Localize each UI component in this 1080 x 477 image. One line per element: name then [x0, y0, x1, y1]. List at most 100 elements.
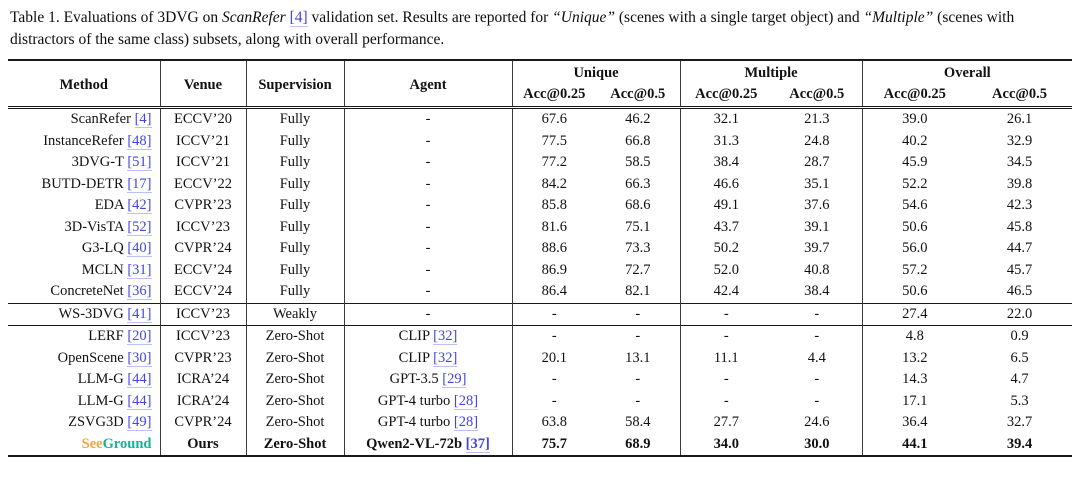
method-name: 3D-VisTA: [64, 218, 124, 235]
citation-link[interactable]: [44]: [127, 392, 152, 410]
citation-link[interactable]: [51]: [127, 154, 152, 172]
citation-link[interactable]: [36]: [127, 283, 152, 301]
citation-link[interactable]: [49]: [127, 414, 152, 432]
accuracy-value: 75.1: [596, 216, 681, 239]
citation-link[interactable]: [20]: [127, 328, 152, 346]
citation-link[interactable]: [31]: [127, 261, 152, 279]
accuracy-value: -: [596, 390, 681, 413]
accuracy-value: 13.2: [902, 349, 928, 366]
agent-cell: -: [344, 130, 513, 153]
accuracy-value: 52.2: [902, 175, 928, 192]
accuracy-value: 27.7: [713, 414, 739, 431]
accuracy-value: 38.4: [713, 154, 739, 171]
table-row: LLM-G [44] ICRA’24 Zero-Shot GPT-3.5 [29] - -…: [8, 369, 1072, 391]
header-group-row: Method Venue Supervision Agent Unique Mu…: [8, 60, 1072, 110]
venue-cell: ICCV’21: [160, 152, 247, 174]
citation-link[interactable]: [29]: [442, 371, 467, 389]
citation-link[interactable]: [48]: [127, 132, 152, 150]
accuracy-value: -: [772, 390, 863, 413]
citation-link[interactable]: [42]: [127, 197, 152, 215]
caption-text: Table 1. Evaluations of 3DVG on: [10, 9, 222, 26]
method-cell: LLM-G [44]: [8, 369, 161, 391]
citation-link[interactable]: [17]: [127, 175, 152, 193]
venue-cell: CVPR’23: [160, 195, 247, 217]
agent-cell: -: [344, 152, 513, 174]
accuracy-value: 49.1: [713, 197, 739, 214]
accuracy-value: 39.8: [1006, 175, 1033, 192]
table-row: ZSVG3D [49] CVPR’24 Zero-Shot GPT-4 turbo […: [8, 412, 1072, 434]
accuracy-value: -: [551, 392, 557, 409]
method-cell: ZSVG3D [49]: [8, 412, 161, 434]
accuracy-value: 72.7: [596, 259, 681, 282]
citation-link[interactable]: [30]: [127, 349, 152, 367]
citation-link[interactable]: [40]: [127, 240, 152, 258]
citation-link[interactable]: [44]: [127, 371, 152, 389]
table-caption: Table 1. Evaluations of 3DVG on ScanRefe…: [10, 7, 1070, 50]
accuracy-value: 88.6: [541, 240, 567, 257]
accuracy-value: 40.8: [772, 259, 863, 282]
venue-cell: ICCV’21: [160, 130, 247, 153]
accuracy-value: 14.3: [902, 371, 928, 388]
method-cell: InstanceRefer [48]: [8, 130, 161, 153]
supervision-label: Zero-Shot: [265, 414, 325, 431]
caption-text: validation set. Results are reported for: [307, 9, 553, 26]
method-name: MCLN: [81, 261, 124, 278]
accuracy-value: 39.4: [1006, 435, 1033, 452]
table-row: OpenScene [30] CVPR’23 Zero-Shot CLIP [32] 2…: [8, 347, 1072, 370]
supervision-cell: Zero-Shot: [246, 369, 345, 391]
method-name: WS-3DVG: [58, 305, 124, 322]
accuracy-value: 50.2: [713, 240, 739, 257]
supervision-label: Fully: [279, 132, 311, 149]
citation-link[interactable]: [32]: [433, 328, 458, 346]
table-row: 3DVG-T [51] ICCV’21 Fully - 77.2 58.5 38.4 28.7…: [8, 152, 1072, 174]
accuracy-value: -: [551, 371, 557, 388]
accuracy-value: -: [772, 369, 863, 391]
accuracy-value: 63.8: [541, 414, 567, 431]
accuracy-value: 54.6: [902, 197, 928, 214]
venue-label: CVPR’24: [174, 414, 232, 431]
agent-cell: -: [344, 281, 513, 304]
supervision-cell: Fully: [246, 130, 345, 153]
supervision-label: Fully: [279, 154, 311, 171]
accuracy-value: 24.8: [772, 130, 863, 153]
sub-header-acc25: Acc@0.25: [512, 83, 596, 110]
accuracy-value: 67.6: [541, 111, 567, 128]
accuracy-value: 42.4: [713, 283, 739, 300]
accuracy-value: 28.7: [772, 152, 863, 174]
agent-label: GPT-4 turbo: [377, 392, 451, 409]
method-name: G3-LQ: [81, 240, 124, 257]
accuracy-value: -: [772, 325, 863, 348]
supervision-cell: Zero-Shot: [246, 412, 345, 434]
supervision-label: Fully: [279, 261, 311, 278]
citation-link[interactable]: [4]: [134, 111, 152, 129]
supervision-cell: Fully: [246, 173, 345, 196]
citation-link[interactable]: [41]: [127, 305, 152, 323]
table-header: Method Venue Supervision Agent Unique Mu…: [8, 60, 1073, 110]
accuracy-value: 40.2: [902, 132, 928, 149]
agent-cell: GPT-4 turbo [28]: [344, 412, 513, 434]
citation-link[interactable]: [52]: [127, 218, 152, 236]
venue-cell: Ours: [160, 433, 247, 457]
accuracy-value: -: [723, 371, 729, 388]
citation-link[interactable]: [32]: [433, 349, 458, 367]
agent-label: -: [425, 175, 431, 192]
accuracy-value: -: [723, 392, 729, 409]
accuracy-value: 46.2: [596, 107, 681, 131]
citation-link[interactable]: [4]: [289, 9, 308, 27]
method-cell: LLM-G [44]: [8, 390, 161, 413]
venue-label: CVPR’23: [174, 197, 232, 214]
citation-link[interactable]: [37]: [465, 435, 490, 453]
agent-label: -: [425, 261, 431, 278]
accuracy-value: 26.1: [1006, 111, 1033, 128]
accuracy-value: 30.0: [772, 433, 863, 457]
caption-text: [286, 9, 290, 26]
citation-link[interactable]: [28]: [453, 392, 479, 410]
agent-cell: -: [344, 173, 513, 196]
method-name: ZSVG3D: [68, 414, 124, 431]
venue-cell: ICCV’23: [160, 302, 247, 326]
accuracy-value: 82.1: [596, 281, 681, 304]
citation-link[interactable]: [28]: [453, 414, 479, 432]
accuracy-value: 24.6: [772, 412, 863, 434]
method-cell: OpenScene [30]: [8, 347, 161, 370]
accuracy-value: 39.7: [772, 238, 863, 260]
